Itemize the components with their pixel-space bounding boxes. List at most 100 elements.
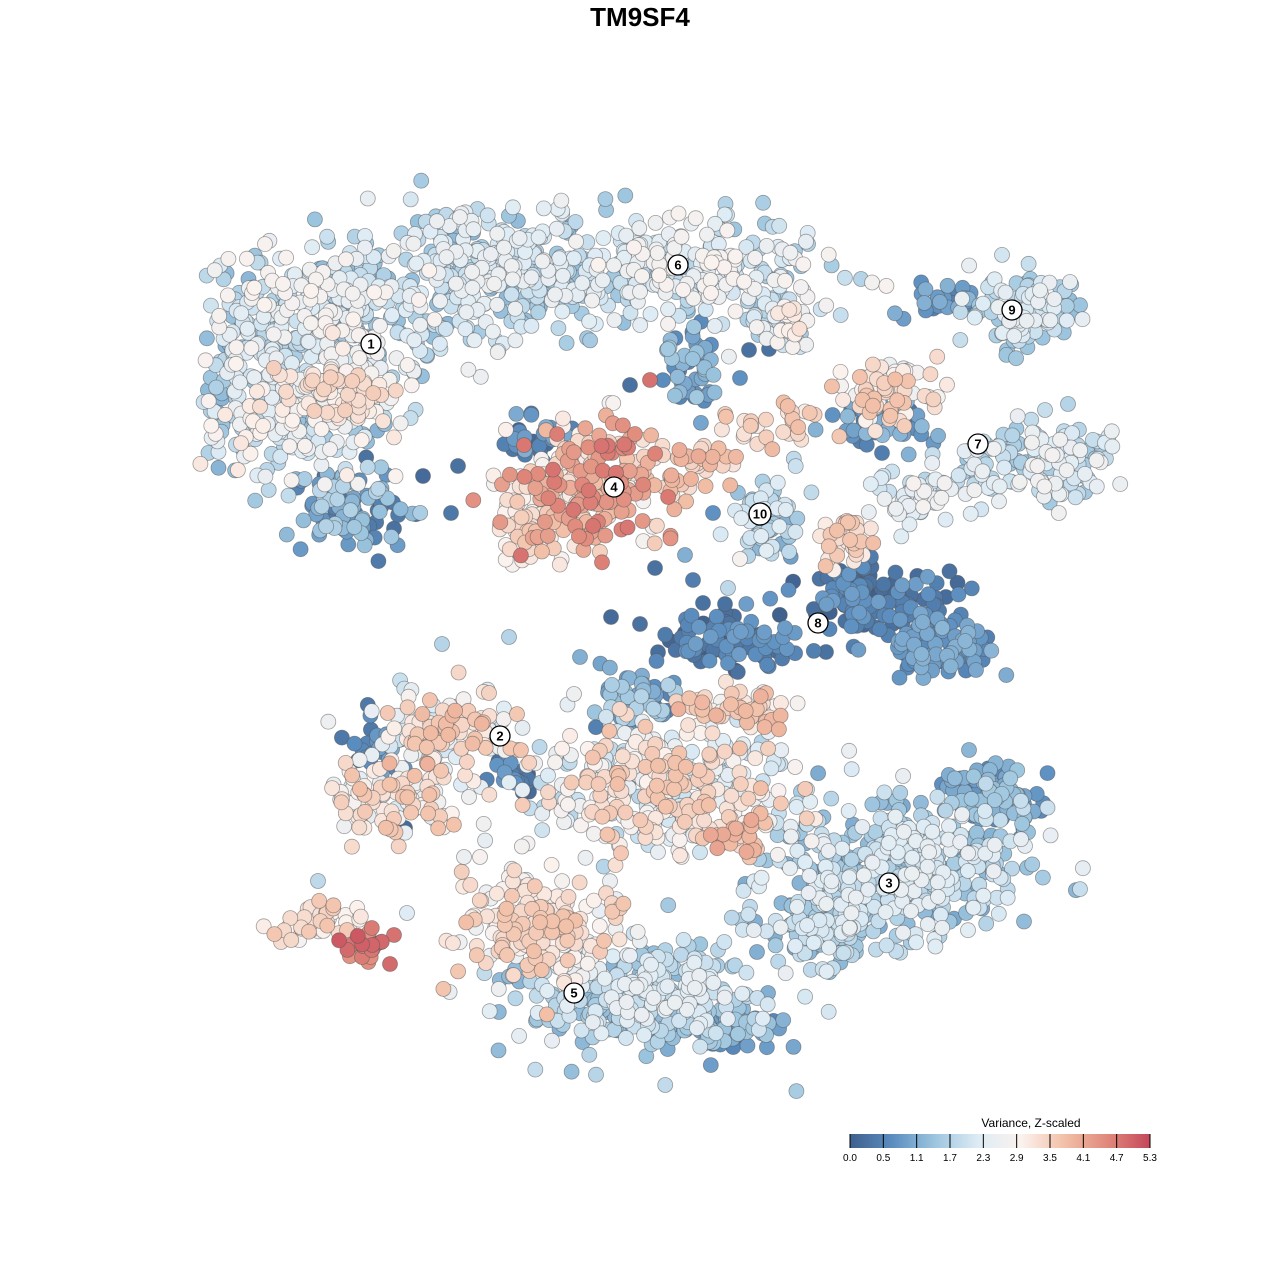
cell-point [773, 742, 790, 759]
cell-point [657, 1077, 674, 1093]
cell-point [731, 646, 747, 663]
cell-point [562, 727, 578, 744]
cell-point [370, 553, 387, 569]
cell-point [900, 446, 917, 463]
cell-point [787, 759, 803, 775]
cell-point [574, 275, 591, 292]
cell-point [882, 407, 899, 424]
cell-point [708, 707, 724, 724]
cell-point [821, 939, 837, 956]
cell-point [660, 897, 677, 914]
cell-point [604, 677, 620, 693]
cell-point [363, 920, 380, 936]
cell-point [363, 703, 380, 719]
cell-point [691, 762, 708, 779]
cell-point [1036, 478, 1053, 495]
cell-point [387, 382, 404, 399]
cell-point [917, 281, 934, 298]
cell-point [246, 279, 263, 296]
cell-point [412, 316, 429, 333]
cell-point [878, 937, 895, 954]
cell-point [996, 459, 1013, 476]
cell-point [509, 706, 525, 722]
cell-point [499, 947, 516, 963]
cell-point [891, 669, 908, 686]
cell-point [590, 256, 607, 273]
cell-point [805, 934, 822, 951]
cell-point [1072, 442, 1089, 459]
cell-point [443, 505, 459, 521]
cell-point [1008, 350, 1024, 367]
cell-point [420, 805, 437, 822]
cell-point [777, 501, 794, 518]
cell-point [260, 482, 277, 498]
cell-point [565, 444, 582, 461]
cell-point [990, 905, 1007, 922]
cell-point [688, 389, 705, 406]
cell-point [603, 609, 619, 625]
cell-point [339, 386, 356, 403]
cell-point [818, 963, 835, 980]
cell-point [310, 873, 326, 889]
cell-point [399, 905, 415, 921]
cell-point [905, 475, 922, 492]
cell-point [596, 932, 612, 949]
cell-point [941, 818, 957, 835]
cell-point [840, 803, 857, 819]
cell-point [593, 438, 610, 454]
cell-point [1042, 827, 1059, 844]
cell-point [540, 490, 557, 507]
cell-point [530, 229, 547, 246]
cell-point [634, 513, 651, 529]
cell-point [687, 636, 704, 652]
cell-point [551, 556, 568, 573]
cell-point [544, 1032, 560, 1049]
cell-point [558, 918, 575, 935]
cell-point [1039, 765, 1056, 781]
cell-point [740, 906, 757, 923]
cell-point [554, 303, 571, 320]
cell-point [571, 528, 587, 545]
cell-point [743, 812, 760, 828]
cell-point [876, 490, 893, 507]
cell-point [399, 789, 416, 806]
legend-tick-label: 1.7 [943, 1153, 957, 1164]
cell-point [738, 844, 755, 860]
cell-point [719, 1011, 736, 1027]
cell-point [933, 489, 950, 506]
cell-point [703, 285, 719, 301]
cell-point [457, 767, 474, 784]
cell-point [756, 624, 773, 641]
cell-point [697, 478, 714, 495]
cell-point [504, 271, 521, 288]
cell-point [787, 458, 804, 475]
cell-point [371, 317, 388, 334]
cell-point [660, 301, 676, 318]
cell-point [566, 686, 582, 702]
cell-point [560, 796, 576, 813]
cell-point [818, 297, 835, 314]
cell-point [295, 512, 312, 529]
cell-point [782, 860, 798, 877]
cell-point [418, 739, 435, 756]
cell-point [444, 935, 461, 951]
cell-point [511, 230, 528, 247]
cell-point [919, 568, 936, 585]
cell-point [747, 250, 763, 266]
cluster-label-text: 3 [885, 876, 892, 891]
cluster-label-text: 9 [1008, 303, 1015, 318]
cell-point [233, 305, 250, 322]
cell-point [680, 717, 697, 733]
cell-point [985, 863, 1002, 880]
cell-point [841, 869, 857, 886]
cell-point [716, 934, 733, 950]
cell-point [431, 335, 448, 352]
cell-point [871, 621, 888, 638]
cell-point [217, 406, 234, 423]
cluster-label-3: 3 [878, 872, 900, 894]
cell-point [732, 370, 748, 386]
cell-point [787, 938, 804, 954]
cluster-label-4: 4 [603, 476, 625, 498]
cell-point [740, 790, 757, 807]
cell-point [742, 417, 759, 434]
